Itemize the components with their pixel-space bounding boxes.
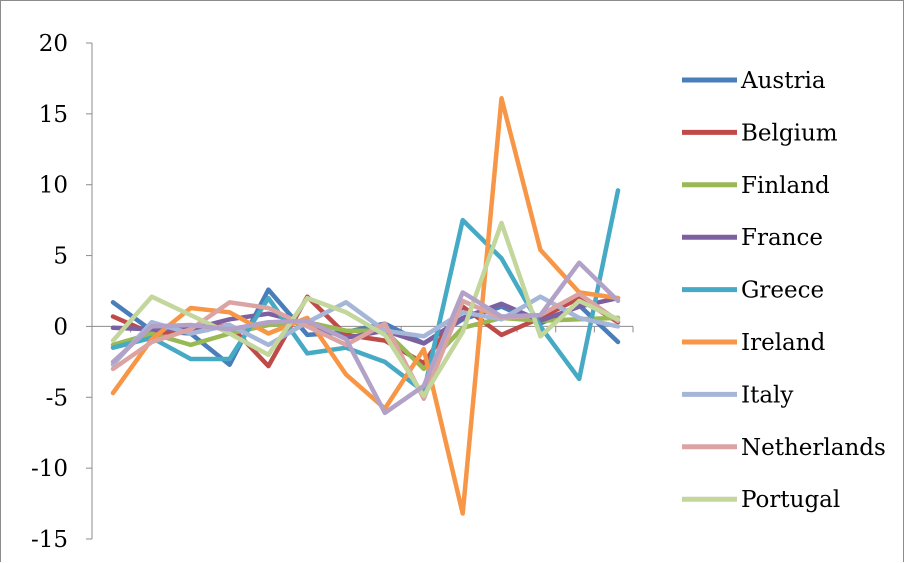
y-tick-label: -10 bbox=[31, 456, 68, 482]
y-tick-label: 10 bbox=[39, 173, 68, 199]
legend-label-france: France bbox=[741, 225, 823, 251]
y-tick-label: 5 bbox=[53, 244, 68, 270]
y-tick-label: 20 bbox=[39, 31, 68, 57]
series-line-greece bbox=[110, 188, 621, 394]
y-tick-label: -5 bbox=[46, 385, 68, 411]
legend-label-belgium: Belgium bbox=[741, 120, 838, 146]
y-tick-label: 0 bbox=[53, 314, 68, 340]
series-line-italy bbox=[110, 294, 621, 367]
legend-label-italy: Italy bbox=[741, 382, 793, 408]
series-lines bbox=[110, 96, 621, 516]
series-line-unlabeled bbox=[110, 260, 621, 416]
y-tick-label: 15 bbox=[39, 102, 68, 128]
legend-label-ireland: Ireland bbox=[741, 330, 826, 356]
legend-label-finland: Finland bbox=[741, 173, 830, 199]
legend-label-netherlands: Netherlands bbox=[741, 435, 886, 461]
y-tick-label: -15 bbox=[31, 527, 68, 553]
legend-label-greece: Greece bbox=[741, 278, 824, 304]
legend: Austria Belgium Finland France Greece Ireland… bbox=[682, 68, 886, 513]
legend-label-austria: Austria bbox=[740, 68, 826, 94]
series-line-ireland bbox=[110, 96, 621, 516]
legend-label-portugal: Portugal bbox=[741, 487, 840, 513]
axes: 20 15 10 5 0 -5 -10 -15 bbox=[31, 31, 634, 553]
